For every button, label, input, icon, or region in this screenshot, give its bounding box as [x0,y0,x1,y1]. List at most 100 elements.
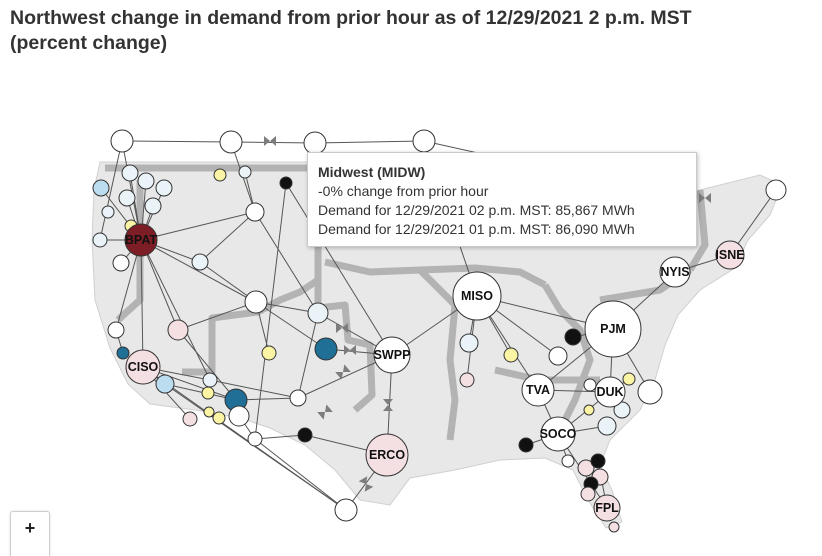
ba-node[interactable] [101,205,115,219]
ba-node[interactable] [182,411,198,427]
ba-label-pjm: PJM [600,322,626,336]
ba-label-soco: SOCO [540,427,577,441]
ba-node-duk[interactable] [594,376,626,408]
interchange-line [254,438,347,511]
interchange-line [297,312,319,399]
ba-node[interactable] [137,172,155,190]
tooltip-demand-current: Demand for 12/29/2021 02 p.m. MST: 85,86… [318,202,635,218]
ba-node[interactable] [314,337,338,361]
ba-label-bpat: BPAT [125,233,158,247]
ba-node-fpl[interactable] [593,494,621,522]
ba-label-tva: TVA [526,383,550,397]
ba-node[interactable] [191,253,209,271]
ba-node[interactable] [247,431,263,447]
chart-title: Northwest change in demand from prior ho… [10,6,810,56]
ba-node[interactable] [212,411,226,425]
ba-node-ciso[interactable] [125,349,161,385]
ba-node[interactable] [518,437,534,453]
ba-node[interactable] [92,179,110,197]
ba-node[interactable] [202,372,218,388]
ba-node[interactable] [577,459,595,477]
ba-node[interactable] [121,164,139,182]
ba-node-swpp[interactable] [373,336,411,374]
ba-node[interactable] [503,347,519,363]
interchange-line [140,239,144,368]
ba-node[interactable] [201,386,215,400]
flow-direction-marker [335,364,351,380]
ba-node[interactable] [334,498,358,522]
ba-node-erco[interactable] [365,433,409,477]
ba-label-miso: MISO [461,289,493,303]
ba-node[interactable] [608,521,620,533]
ba-node-nyis[interactable] [659,256,691,288]
ba-node[interactable] [116,346,130,360]
interchange-line [254,434,306,440]
ba-node[interactable] [155,374,175,394]
ba-node[interactable] [279,176,293,190]
ba-label-swpp: SWPP [374,348,411,362]
ba-node[interactable] [155,179,173,197]
interchange-line [254,182,287,440]
flow-direction-marker [699,193,711,203]
ba-label-nyis: NYIS [660,265,689,279]
ba-label-isne: ISNE [715,248,744,262]
ba-node[interactable] [219,130,243,154]
ba-node-pjm[interactable] [584,300,642,358]
ba-node[interactable] [261,345,277,361]
title-line-1: Northwest change in demand from prior ho… [10,7,692,29]
ba-node[interactable] [107,321,125,339]
ba-node[interactable] [412,129,436,153]
ba-node[interactable] [203,406,215,418]
ba-node-isne[interactable] [715,240,745,270]
ba-node[interactable] [307,302,329,324]
ba-node[interactable] [110,129,134,153]
ba-label-duk: DUK [596,385,623,399]
ba-node[interactable] [580,486,596,502]
ba-label-erco: ERCO [369,448,405,462]
ba-node[interactable] [112,254,130,272]
interchange-line [199,211,256,263]
ba-node[interactable] [118,189,136,207]
ba-label-fpl: FPL [595,501,619,515]
ba-node[interactable] [144,197,162,215]
ba-node[interactable] [213,168,227,182]
ba-node-tva[interactable] [521,373,555,407]
ba-node[interactable] [583,378,597,392]
ba-node[interactable] [583,404,595,416]
ba-node[interactable] [92,232,108,248]
ba-node-miso[interactable] [452,271,502,321]
ba-node[interactable] [297,427,313,443]
region-tooltip: Midwest (MIDW) -0% change from prior hou… [307,152,697,247]
title-line-2: (percent change) [10,32,168,54]
ba-label-ciso: CISO [128,360,159,374]
ba-node[interactable] [167,319,189,341]
zoom-in-button[interactable]: + [24,518,36,538]
ba-node[interactable] [590,453,606,469]
ba-node[interactable] [228,405,250,427]
tooltip-title: Midwest (MIDW) [318,164,426,180]
ba-node[interactable] [548,346,568,366]
tooltip-change: -0% change from prior hour [318,183,489,199]
ba-node[interactable] [244,290,268,314]
ba-node[interactable] [765,179,787,201]
ba-node-soco[interactable] [540,416,576,452]
ba-node[interactable] [289,389,307,407]
ba-node[interactable] [561,454,575,468]
interchange-line [209,379,299,399]
ba-node[interactable] [622,372,636,386]
ba-node[interactable] [238,165,252,179]
interchange-line [177,329,237,401]
ba-node[interactable] [459,333,479,353]
flow-direction-marker [383,399,393,411]
ba-node[interactable] [637,379,663,405]
ba-node[interactable] [459,372,475,388]
interchange-line [177,301,257,331]
ba-node[interactable] [597,416,617,436]
ba-node[interactable] [303,131,327,155]
ba-node[interactable] [564,328,582,346]
ba-node[interactable] [245,202,265,222]
ba-node-bpat[interactable] [124,223,158,257]
ba-node[interactable] [613,401,631,419]
interchange-line [285,182,393,356]
